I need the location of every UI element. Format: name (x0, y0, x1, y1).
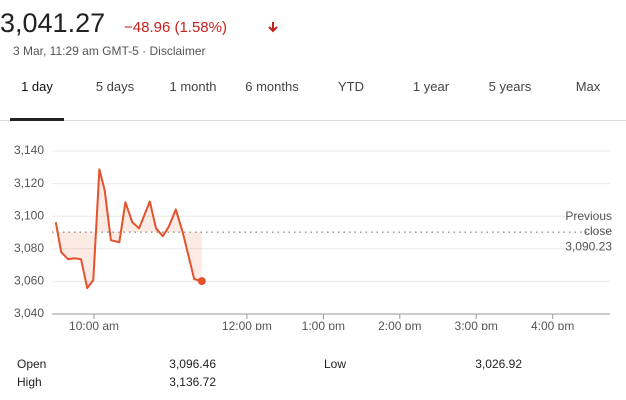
range-tab[interactable]: Max (575, 79, 601, 94)
stat-value: 3,096.46 (169, 357, 216, 371)
price-line (54, 168, 203, 290)
price-change: −48.96 (1.58%) (124, 19, 227, 36)
y-tick-label: 3,040 (14, 306, 44, 320)
last-point (197, 277, 206, 286)
x-tick-label: 4:00 pm (531, 319, 574, 330)
y-tick-label: 3,080 (14, 241, 44, 255)
current-price: 3,041.27 (0, 8, 106, 38)
x-tick-label: 10:00 am (69, 319, 119, 330)
x-tick-label: 3:00 pm (455, 319, 498, 330)
x-tick-label: 2:00 pm (378, 319, 421, 330)
y-tick-label: 3,120 (14, 176, 44, 190)
y-tick-label: 3,100 (14, 208, 44, 222)
range-tab[interactable]: 1 month (169, 79, 217, 94)
x-tick-label: 1:00 pm (302, 319, 345, 330)
area (55, 169, 202, 289)
range-tab[interactable]: 6 months (245, 79, 299, 94)
range-tab[interactable]: 1 day (21, 79, 53, 94)
range-tab[interactable]: 1 year (412, 79, 450, 94)
down-arrow (268, 22, 278, 33)
x-tick-label: 12:00 pm (222, 319, 272, 330)
chart: 3,040 3,060 3,080 3,100 3,120 3,140 10:00 am 12… (14, 143, 612, 330)
range-tab[interactable]: YTD (338, 79, 364, 94)
stat-value: 3,026.92 (475, 357, 522, 371)
y-tick-label: 3,140 (14, 143, 44, 157)
range-tab[interactable]: 5 years (488, 79, 532, 94)
range-tab[interactable]: 5 days (95, 79, 135, 94)
stat-label: Open (17, 357, 47, 371)
previous-close-label: Previous close (565, 209, 612, 238)
active-tab-indicator (10, 118, 64, 121)
timestamp: 3 Mar, 11:29 am GMT-5 · Disclaimer (13, 44, 206, 58)
y-tick-label: 3,060 (14, 274, 44, 288)
previous-close-value: 3,090.23 (565, 239, 612, 253)
tab-divider (0, 120, 626, 121)
stat-value: 3,136.72 (169, 375, 216, 389)
stat-label: High (17, 375, 42, 389)
stat-label: Low (324, 357, 347, 371)
